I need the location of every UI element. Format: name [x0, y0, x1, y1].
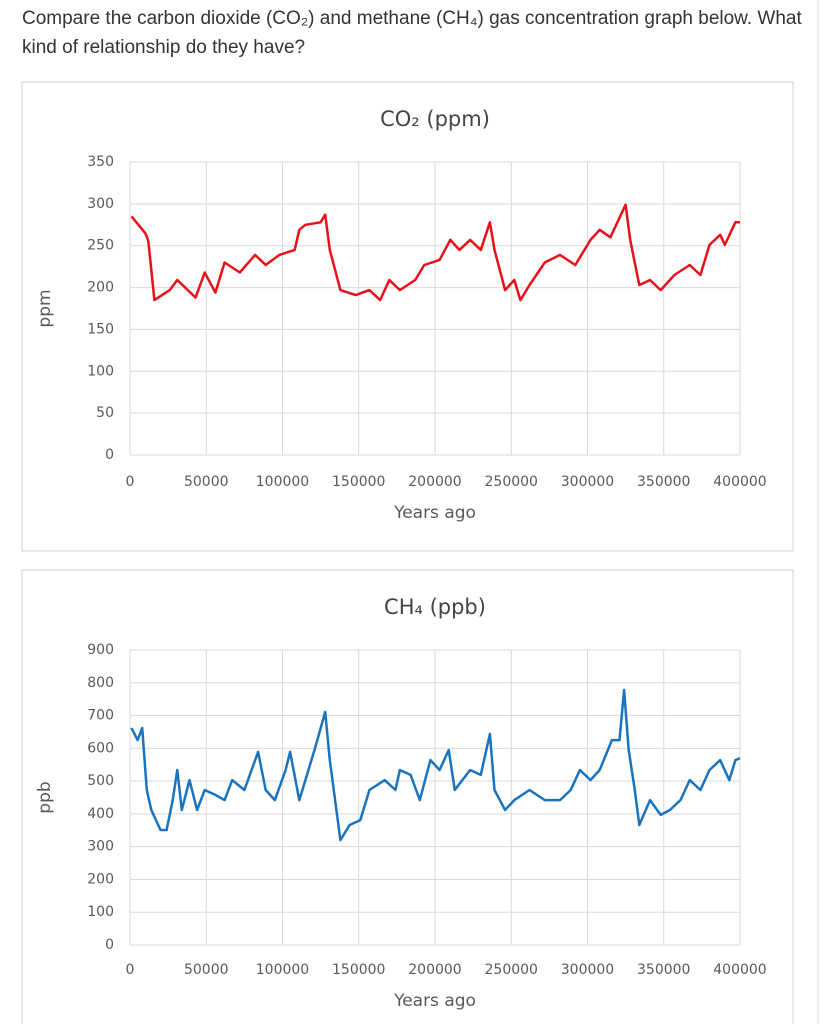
x-tick-label: 250000 — [485, 962, 538, 978]
x-tick-label: 250000 — [485, 474, 538, 490]
y-tick-label: 900 — [87, 642, 114, 658]
x-tick-label: 0 — [126, 474, 135, 490]
x-tick-label: 200000 — [408, 474, 461, 490]
chart-frame — [21, 81, 794, 552]
x-tick-label: 200000 — [408, 962, 461, 978]
x-tick-label: 400000 — [713, 474, 766, 490]
y-tick-label: 600 — [87, 740, 114, 756]
y-tick-label: 200 — [87, 280, 114, 296]
x-tick-label: 150000 — [332, 474, 385, 490]
chart-title: CO₂ (ppm) — [380, 107, 490, 131]
y-tick-label: 800 — [87, 675, 114, 691]
y-tick-label: 300 — [87, 839, 114, 855]
y-tick-label: 700 — [87, 708, 114, 724]
chart-frame — [21, 569, 794, 1024]
x-tick-label: 300000 — [561, 962, 614, 978]
x-tick-label: 150000 — [332, 962, 385, 978]
x-tick-label: 50000 — [184, 474, 229, 490]
x-tick-label: 350000 — [637, 474, 690, 490]
y-tick-label: 500 — [87, 773, 114, 789]
y-tick-label: 400 — [87, 806, 114, 822]
x-tick-label: 350000 — [637, 962, 690, 978]
y-tick-label: 0 — [105, 937, 114, 953]
y-axis-label: ppb — [35, 781, 55, 813]
y-tick-label: 300 — [87, 196, 114, 212]
x-tick-label: 300000 — [561, 474, 614, 490]
x-tick-label: 50000 — [184, 962, 229, 978]
y-tick-label: 150 — [87, 321, 114, 337]
question: Compare the carbon dioxide (CO₂) and met… — [22, 8, 802, 58]
y-tick-label: 50 — [96, 405, 114, 421]
x-axis-label: Years ago — [393, 991, 476, 1011]
chart-title: CH₄ (ppb) — [384, 595, 486, 619]
y-tick-label: 0 — [105, 447, 114, 463]
y-tick-label: 100 — [87, 904, 114, 920]
y-tick-label: 350 — [87, 154, 114, 170]
y-tick-label: 100 — [87, 363, 114, 379]
x-tick-label: 0 — [126, 962, 135, 978]
x-tick-label: 100000 — [256, 962, 309, 978]
x-tick-label: 100000 — [256, 474, 309, 490]
y-tick-label: 200 — [87, 871, 114, 887]
data-line — [130, 688, 741, 842]
x-axis-label: Years ago — [393, 503, 476, 523]
data-line — [130, 203, 740, 302]
y-tick-label: 250 — [87, 238, 114, 254]
y-axis-label: ppm — [35, 289, 55, 327]
x-tick-label: 400000 — [713, 962, 766, 978]
